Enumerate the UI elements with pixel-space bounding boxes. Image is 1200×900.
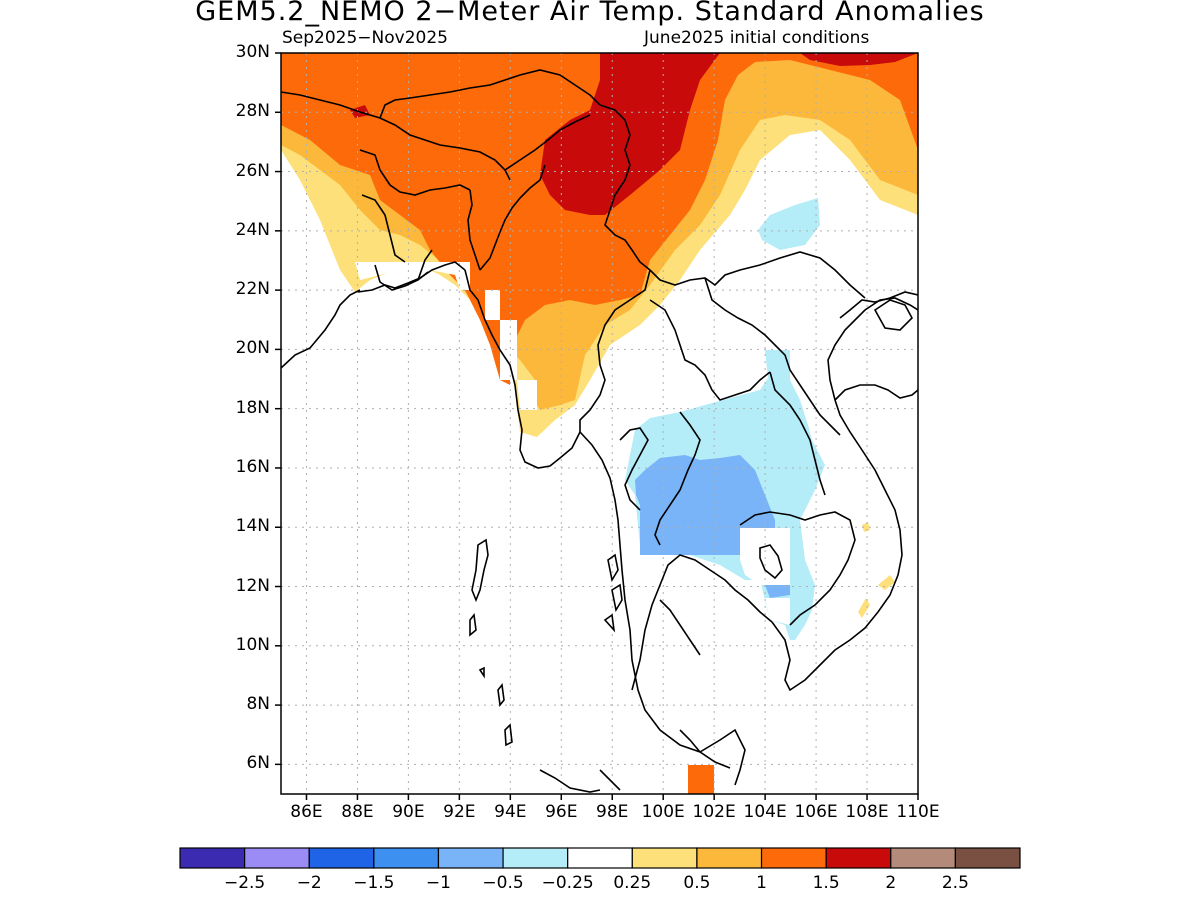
lat-label: 16N — [235, 456, 270, 477]
colorbar-label: 1.5 — [812, 873, 840, 893]
anomaly-region-1.5-south — [688, 765, 714, 794]
lat-label: 10N — [235, 634, 270, 655]
colorbar-swatch — [308, 847, 375, 869]
lon-label: 88E — [341, 802, 374, 822]
colorbar-label: −2 — [296, 873, 322, 893]
lon-label: 92E — [443, 802, 476, 822]
colorbar-label: −1.5 — [353, 873, 395, 893]
map-title: GEM5.2_NEMO 2−Meter Air Temp. Standard A… — [195, 0, 985, 27]
lon-label: 102E — [692, 802, 736, 822]
lat-label: 30N — [235, 42, 270, 62]
lon-label: 100E — [641, 802, 685, 822]
colorbar-label: −0.25 — [541, 873, 594, 893]
lon-label: 104E — [743, 802, 787, 822]
colorbar-swatch — [502, 847, 569, 869]
lat-label: 8N — [246, 694, 270, 715]
lon-label: 86E — [290, 802, 323, 822]
lon-label: 110E — [896, 802, 940, 822]
lat-label: 22N — [235, 279, 270, 300]
colorbar — [179, 847, 1021, 869]
colorbar-swatch — [631, 847, 698, 869]
axis-ticks — [275, 52, 919, 800]
colorbar-label: −0.5 — [482, 873, 524, 893]
anomaly-region-2-ne — [800, 53, 918, 66]
lon-label: 90E — [392, 802, 425, 822]
plot-frame — [280, 52, 919, 795]
lon-label: 108E — [845, 802, 889, 822]
colorbar-swatch — [954, 847, 1021, 869]
lat-label: 26N — [235, 160, 270, 181]
colorbar-swatch — [437, 847, 504, 869]
lat-label: 24N — [235, 219, 270, 240]
colorbar-label: −2.5 — [223, 873, 266, 893]
forecast-period: Sep2025−Nov2025 — [282, 28, 448, 48]
anomaly-fields — [281, 53, 918, 794]
colorbar-swatch — [244, 847, 310, 869]
lon-label: 106E — [794, 802, 838, 822]
lon-label: 98E — [596, 802, 629, 822]
anomaly-region-minus-0.5-south — [765, 585, 790, 598]
colorbar-swatch — [825, 847, 892, 869]
colorbar-swatch — [179, 847, 246, 869]
colorbar-label: 2 — [885, 873, 897, 893]
anomaly-region-1.5 — [281, 53, 918, 385]
colorbar-swatch — [696, 847, 763, 869]
lat-label: 14N — [235, 516, 270, 537]
colorbar-swatch — [567, 847, 633, 869]
lat-label: 28N — [235, 101, 270, 122]
lon-label: 96E — [545, 802, 578, 822]
anomaly-region-minus-0.25-china — [758, 198, 820, 250]
colorbar-label: 0.5 — [683, 873, 711, 893]
colorbar-swatch — [890, 847, 956, 869]
lat-label: 6N — [246, 753, 270, 774]
colorbar-label: 0.25 — [613, 873, 652, 893]
colorbar-label: −1 — [425, 873, 451, 893]
initial-conditions: June2025 initial conditions — [644, 28, 870, 48]
lon-label: 94E — [494, 802, 527, 822]
colorbar-swatch — [373, 847, 440, 869]
colorbar-label: 2.5 — [941, 873, 969, 893]
colorbar-swatch — [760, 847, 827, 869]
coastlines-borders — [281, 69, 918, 793]
colorbar-label: 1 — [756, 873, 767, 893]
lat-label: 12N — [235, 575, 270, 596]
lat-label: 18N — [235, 397, 270, 418]
lat-label: 20N — [235, 338, 270, 359]
